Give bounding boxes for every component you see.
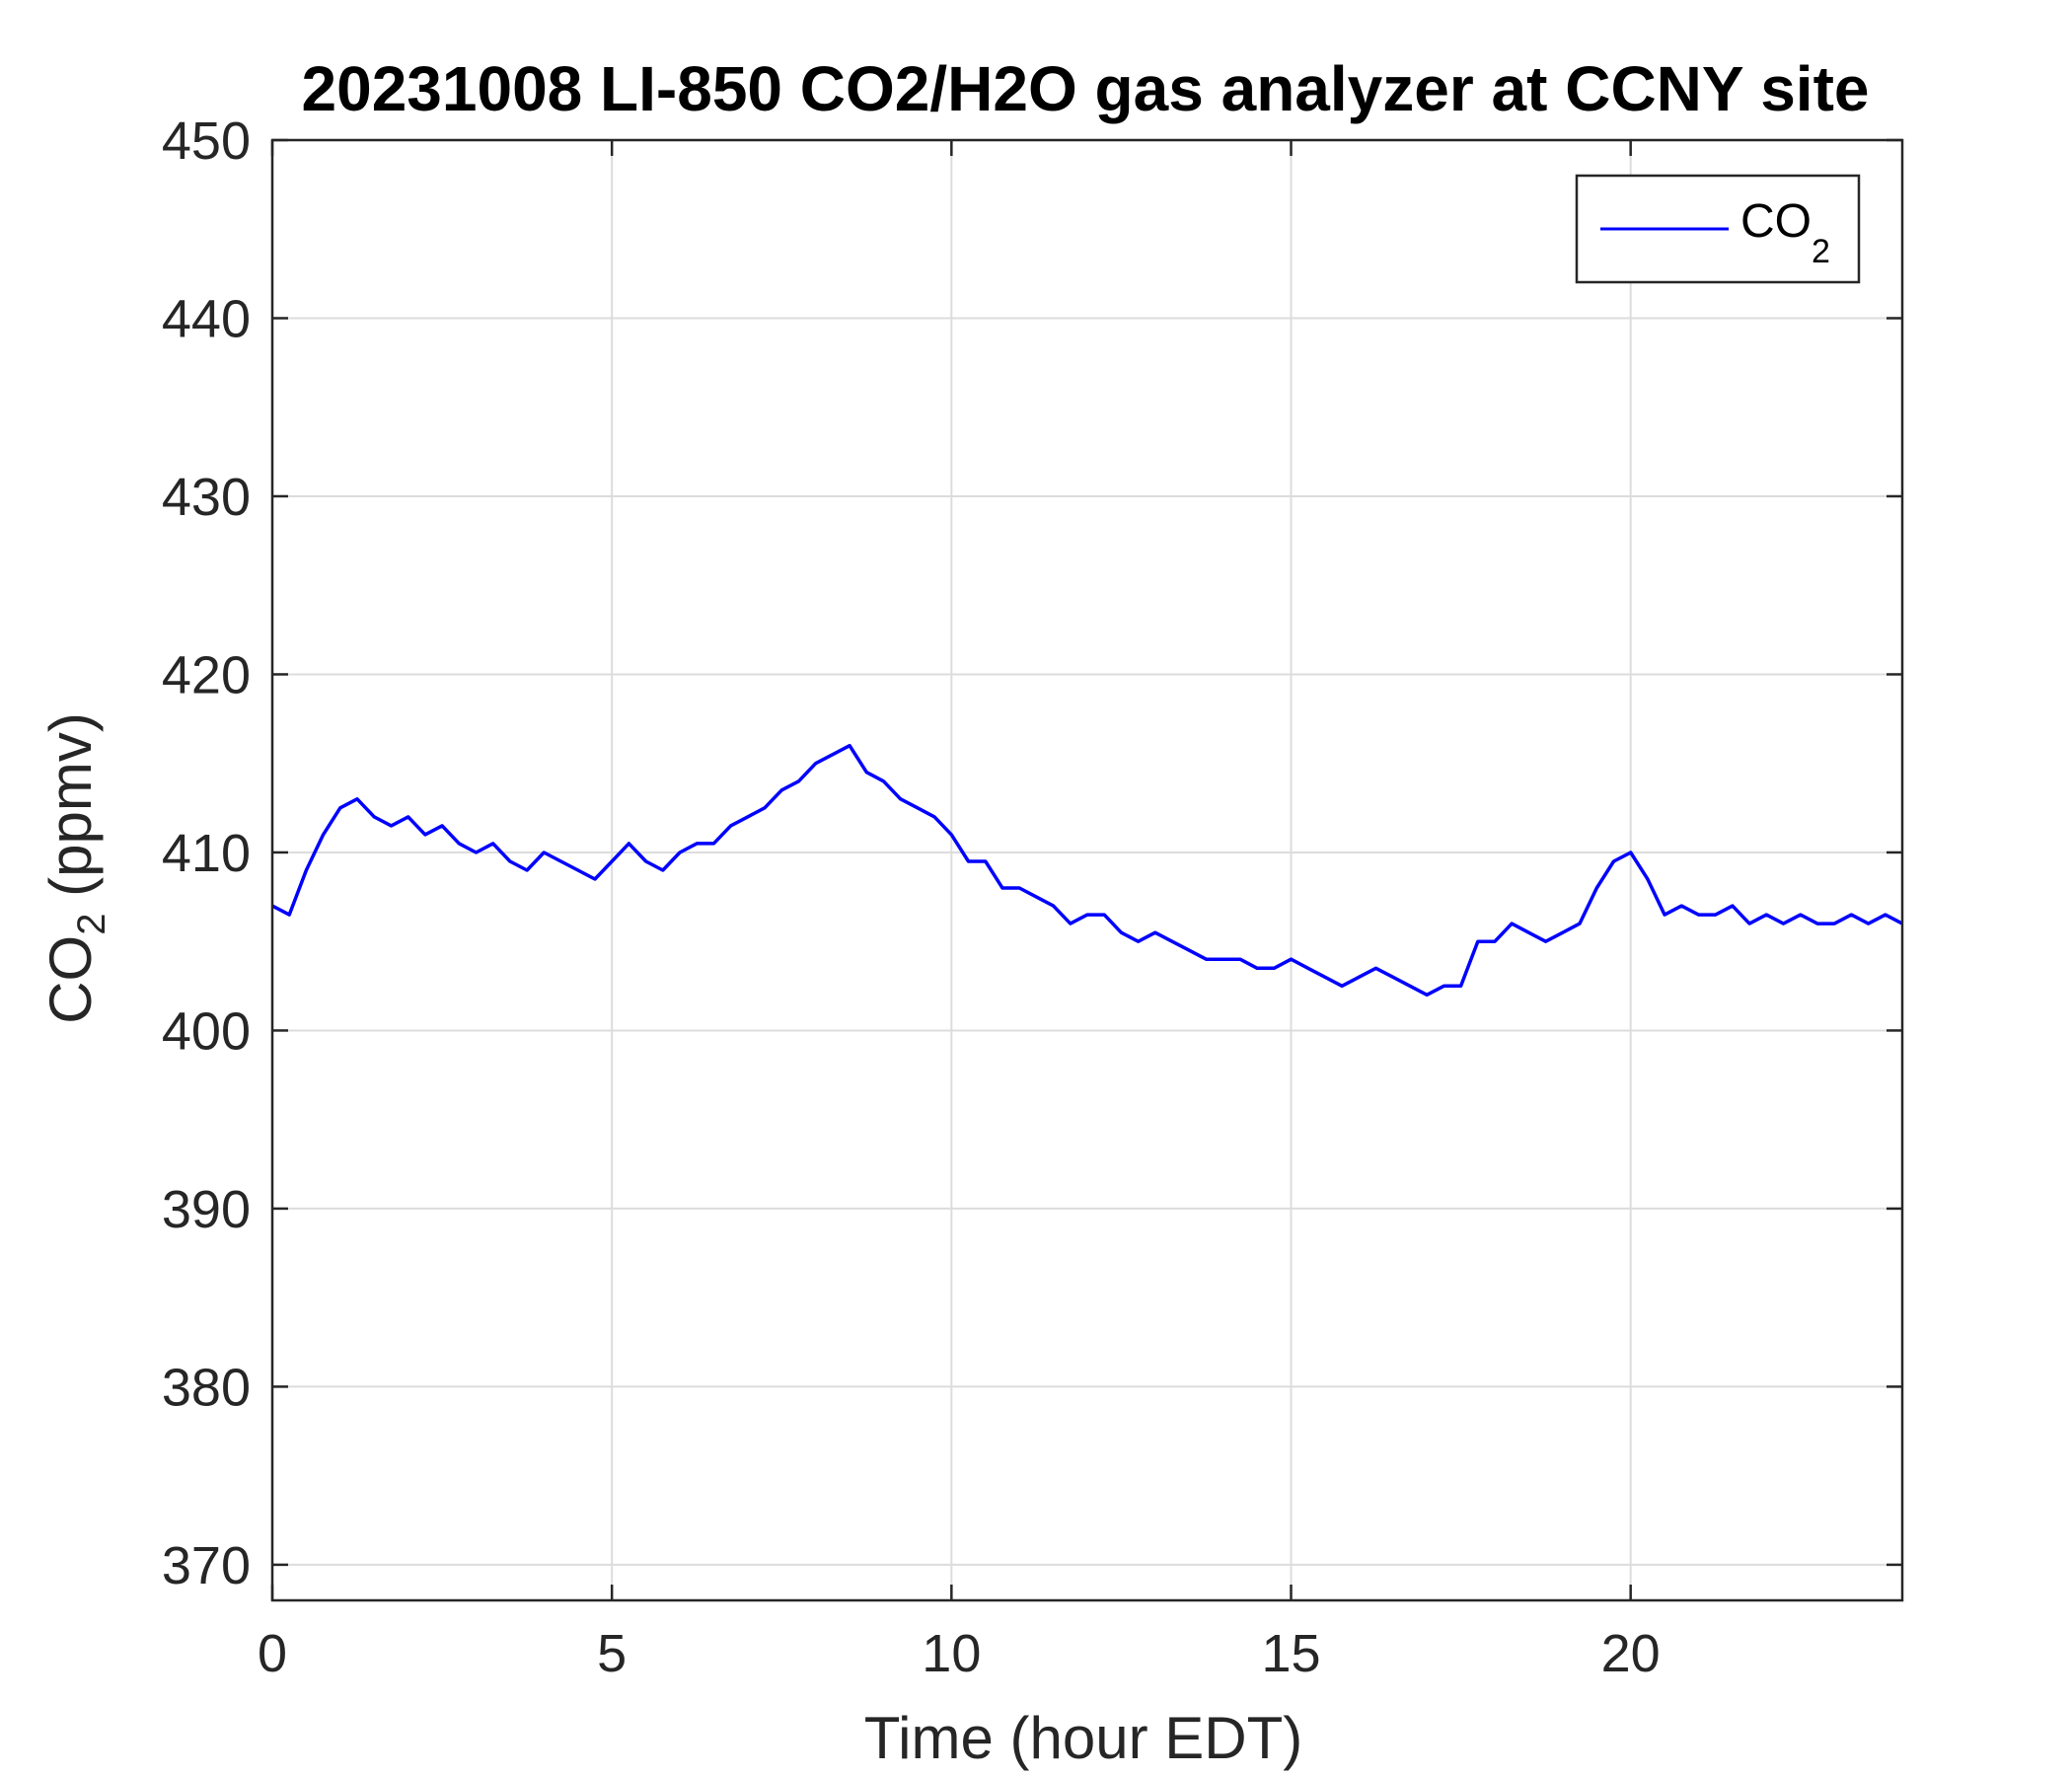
legend-entry-co2: CO2 [1740,195,1830,270]
x-axis-label: Time (hour EDT) [864,1705,1303,1771]
y-tick-label: 380 [162,1358,251,1417]
y-tick-label: 440 [162,289,251,348]
legend: CO2 [1575,174,1861,284]
series-line-co2 [271,743,1903,998]
y-axis-label: CO2 (ppmv) [37,712,113,1024]
series-group [271,743,1903,998]
y-tick-label: 390 [162,1180,251,1239]
y-tick-label: 430 [162,468,251,527]
chart-title: 20231008 LI-850 CO2/H2O gas analyzer at … [302,53,1870,124]
legend-entry-sub: 2 [1812,233,1830,270]
y-tick-label: 450 [162,111,251,171]
y-tick-label: 410 [162,824,251,883]
x-tick-label: 20 [1601,1624,1661,1683]
y-tick-label: 400 [162,1001,251,1061]
x-tick-label: 15 [1261,1624,1320,1683]
plot-frame [270,138,1904,1602]
y-tick-label: 420 [162,645,251,704]
x-tick-label: 5 [597,1624,627,1683]
y-axis-label-rest: (ppmv) [37,712,104,913]
y-axis-label-sub: 2 [70,914,113,935]
x-tick-label: 10 [922,1624,981,1683]
y-axis-label-main: CO [37,935,104,1024]
tick-labels: 0 5 10 15 20 370 380 390 400 410 420 430 440 450 [162,111,1661,1683]
plot-area [272,140,1902,1600]
x-tick-label: 0 [258,1624,287,1683]
legend-entry-main: CO [1740,195,1812,248]
y-tick-label: 370 [162,1536,251,1595]
